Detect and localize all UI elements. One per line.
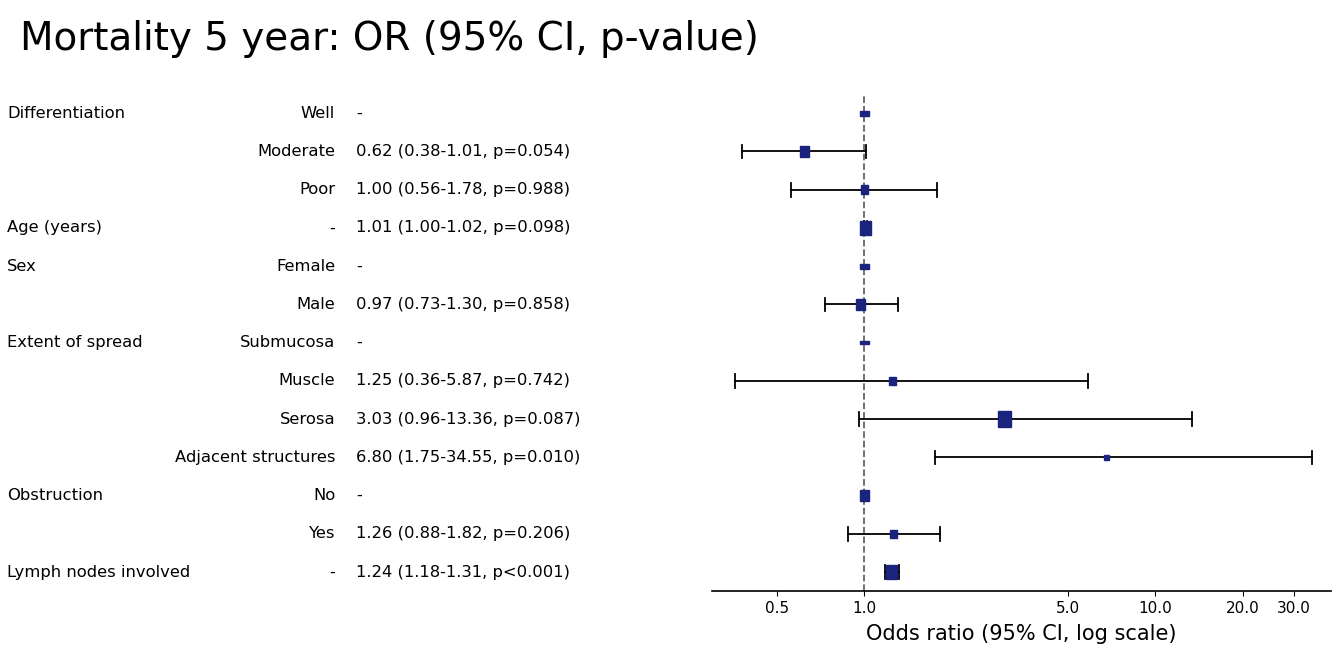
Text: 0.62 (0.38-1.01, p=0.054): 0.62 (0.38-1.01, p=0.054) [356, 144, 571, 159]
Text: Moderate: Moderate [257, 144, 335, 159]
Text: Muscle: Muscle [278, 374, 335, 388]
Text: Adjacent structures: Adjacent structures [175, 450, 335, 465]
Bar [860, 111, 868, 116]
Bar [1105, 454, 1109, 460]
Text: Well: Well [301, 106, 335, 121]
Bar [890, 376, 896, 386]
Text: -: - [356, 106, 362, 121]
Bar [860, 491, 868, 501]
Bar [886, 565, 896, 579]
Text: Poor: Poor [298, 182, 335, 197]
Bar [856, 298, 866, 310]
Text: -: - [356, 489, 362, 503]
Bar [890, 530, 896, 538]
Text: 1.01 (1.00-1.02, p=0.098): 1.01 (1.00-1.02, p=0.098) [356, 220, 571, 235]
Text: 1.26 (0.88-1.82, p=0.206): 1.26 (0.88-1.82, p=0.206) [356, 526, 571, 542]
Text: No: No [313, 489, 335, 503]
Text: Mortality 5 year: OR (95% CI, p-value): Mortality 5 year: OR (95% CI, p-value) [20, 20, 759, 58]
Text: 1.25 (0.36-5.87, p=0.742): 1.25 (0.36-5.87, p=0.742) [356, 374, 570, 388]
Text: Differentiation: Differentiation [7, 106, 125, 121]
Text: Submucosa: Submucosa [241, 335, 335, 350]
Bar [860, 221, 871, 235]
X-axis label: Odds ratio (95% CI, log scale): Odds ratio (95% CI, log scale) [866, 624, 1177, 644]
Text: Male: Male [297, 297, 335, 312]
Text: 0.97 (0.73-1.30, p=0.858): 0.97 (0.73-1.30, p=0.858) [356, 297, 570, 312]
Text: -: - [356, 259, 362, 274]
Text: Female: Female [276, 259, 335, 274]
Bar [860, 341, 868, 344]
Text: Lymph nodes involved: Lymph nodes involved [7, 564, 191, 580]
Text: 3.03 (0.96-13.36, p=0.087): 3.03 (0.96-13.36, p=0.087) [356, 412, 581, 427]
Text: Yes: Yes [309, 526, 335, 542]
Text: -: - [356, 335, 362, 350]
Text: Obstruction: Obstruction [7, 489, 103, 503]
Bar [862, 185, 868, 194]
Text: 1.00 (0.56-1.78, p=0.988): 1.00 (0.56-1.78, p=0.988) [356, 182, 570, 197]
Bar [999, 411, 1011, 427]
Bar [860, 264, 868, 269]
Text: 6.80 (1.75-34.55, p=0.010): 6.80 (1.75-34.55, p=0.010) [356, 450, 581, 465]
Text: Age (years): Age (years) [7, 220, 102, 235]
Text: Serosa: Serosa [280, 412, 335, 427]
Text: -: - [329, 564, 335, 580]
Text: Sex: Sex [7, 259, 36, 274]
Bar [800, 146, 809, 157]
Text: -: - [329, 220, 335, 235]
Text: Extent of spread: Extent of spread [7, 335, 142, 350]
Text: 1.24 (1.18-1.31, p<0.001): 1.24 (1.18-1.31, p<0.001) [356, 564, 570, 580]
